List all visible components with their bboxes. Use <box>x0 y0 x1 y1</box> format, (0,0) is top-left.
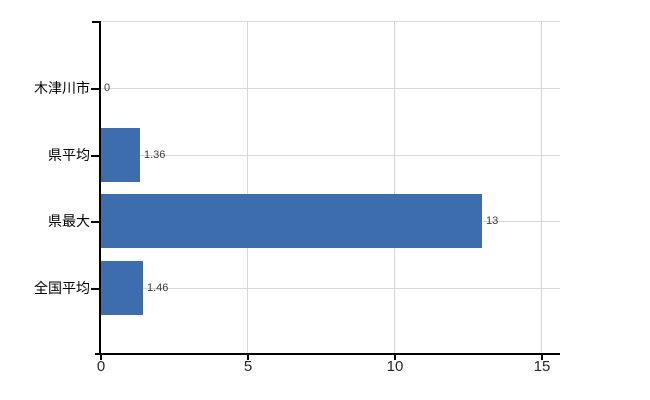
bar[interactable] <box>100 194 482 248</box>
row-gridline <box>100 155 560 156</box>
category-tick <box>91 88 100 90</box>
x-axis-line <box>95 353 560 355</box>
category-label: 県平均 <box>48 147 90 163</box>
x-axis-tick <box>394 354 396 360</box>
bar[interactable] <box>100 261 143 315</box>
bar[interactable] <box>100 128 140 182</box>
x-gridline <box>541 21 542 353</box>
category-label: 木津川市 <box>34 80 90 96</box>
x-tick-label: 10 <box>386 358 404 375</box>
x-tick-label: 0 <box>96 358 106 375</box>
bar-value-label: 1.46 <box>147 282 169 294</box>
x-axis-tick <box>247 354 249 360</box>
category-label: 全国平均 <box>34 280 90 296</box>
category-tick <box>91 155 100 157</box>
x-gridline <box>394 21 395 353</box>
x-tick-label: 15 <box>533 358 551 375</box>
row-gridline <box>100 288 560 289</box>
x-axis-tick <box>541 354 543 360</box>
row-gridline <box>100 88 560 89</box>
category-tick <box>91 288 100 290</box>
bar-value-label: 1.36 <box>144 149 166 161</box>
category-tick <box>91 221 100 223</box>
x-gridline <box>247 21 248 353</box>
x-axis-tick <box>100 354 102 360</box>
y-axis-top-cap-tick <box>92 21 100 23</box>
plot-top-border-line <box>100 21 560 22</box>
category-label: 県最大 <box>48 213 90 229</box>
x-tick-label: 5 <box>243 358 253 375</box>
bar-value-label: 13 <box>486 215 499 227</box>
y-axis-line <box>99 21 101 355</box>
bar-value-label: 0 <box>104 82 111 94</box>
